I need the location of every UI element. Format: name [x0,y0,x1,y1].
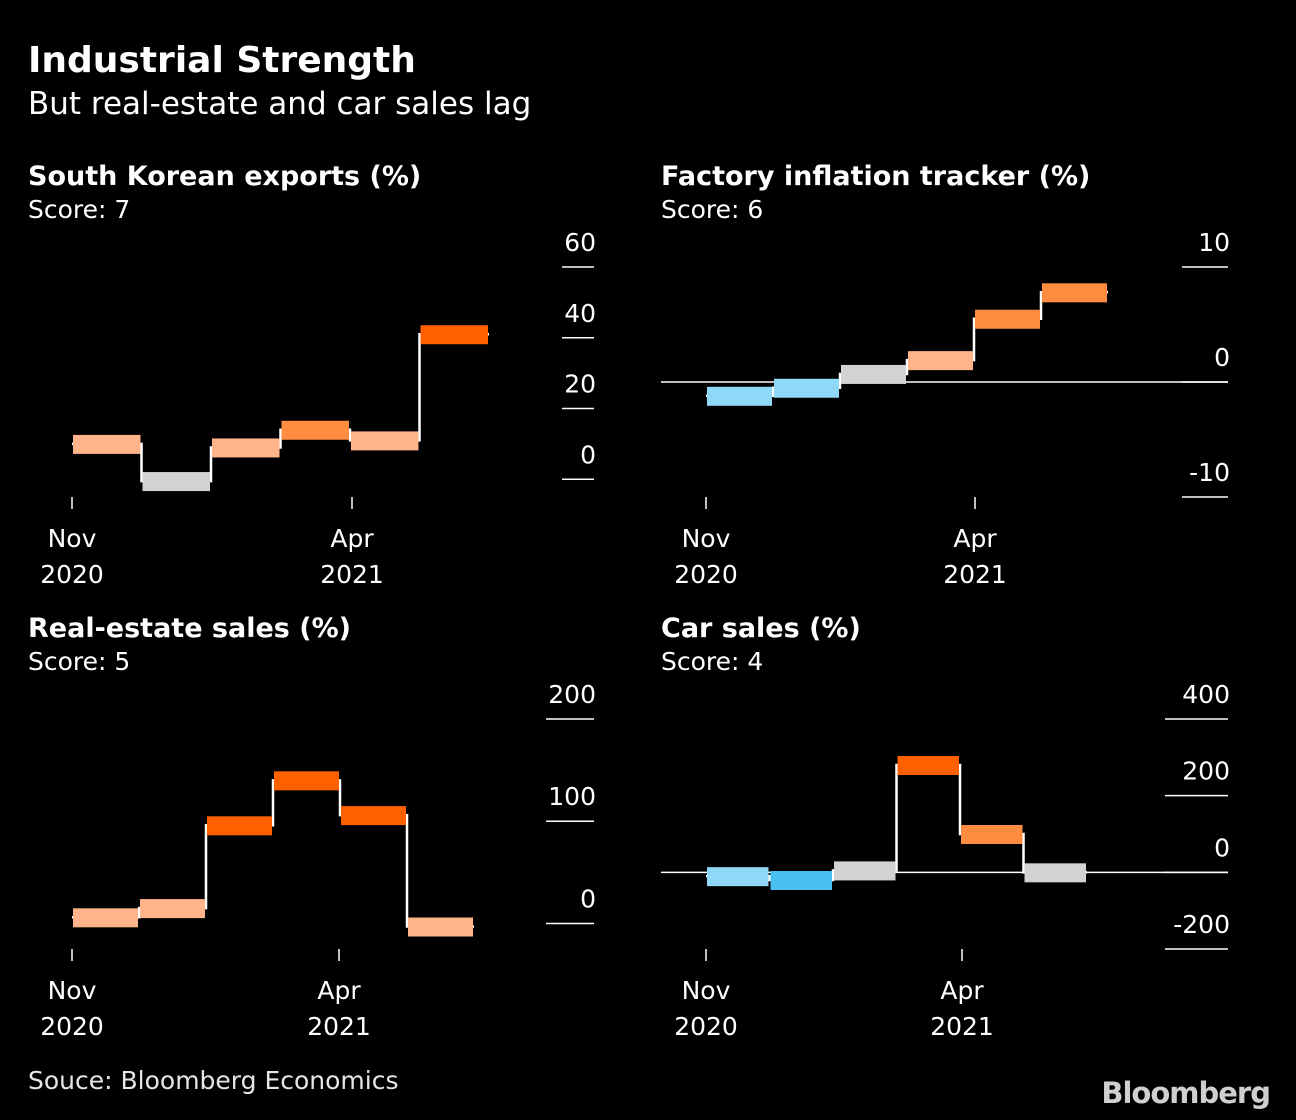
step-bar [274,771,339,791]
step-bar [1024,863,1086,883]
step-bar [897,756,959,775]
x-tick-label-month: Apr [330,524,374,553]
y-tick-label: 200 [1182,757,1230,786]
y-tick-label: -200 [1173,910,1230,939]
x-tick-label-year: 2021 [943,560,1007,589]
step-bar [420,325,488,345]
step-bar [73,434,141,454]
step-bar [73,908,138,928]
x-tick-label-year: 2020 [674,1012,738,1041]
y-tick-label: 0 [580,440,596,469]
chart-title: Factory inflation tracker (%) [661,161,1090,192]
x-tick-label-year: 2021 [320,560,384,589]
chart-score: Score: 6 [661,195,763,224]
step-bar [140,899,205,919]
step-bar [207,816,272,836]
x-tick-label-year: 2020 [40,560,104,589]
chart-title: Real-estate sales (%) [28,613,351,644]
y-tick-label: 0 [1214,833,1230,862]
y-tick-label: -10 [1189,458,1230,487]
y-tick-label: 40 [564,299,596,328]
step-line [72,332,489,483]
step-bar [707,867,769,887]
step-line [706,763,1087,882]
y-tick-label: 0 [580,884,596,913]
x-tick-label-month: Nov [48,524,97,553]
y-tick-label: 60 [564,228,596,257]
y-tick-label: 20 [564,370,596,399]
chart-score: Score: 7 [28,195,130,224]
y-tick-label: 10 [1198,228,1230,257]
step-bar [212,438,280,458]
bloomberg-logo: Bloomberg [1101,1076,1271,1110]
chart-title: Car sales (%) [661,613,861,644]
y-tick-label: 0 [1214,343,1230,372]
x-tick-label-year: 2020 [40,1012,104,1041]
x-tick-label-year: 2020 [674,560,738,589]
step-bar [774,378,839,398]
chart-score: Score: 4 [661,647,763,676]
step-bar [1042,283,1107,303]
x-tick-label-year: 2021 [930,1012,994,1041]
step-bar [770,871,832,890]
x-tick-label-month: Apr [940,976,984,1005]
step-bar [341,806,406,826]
step-bar [707,386,772,406]
step-bar [961,825,1023,844]
step-line [72,779,474,928]
x-tick-label-month: Nov [48,976,97,1005]
x-tick-label-month: Apr [953,524,997,553]
chart-title: South Korean exports (%) [28,161,421,192]
step-line [706,291,1108,398]
step-bar [351,431,419,451]
chart-score: Score: 5 [28,647,130,676]
step-bar [975,309,1040,329]
step-bar [841,364,906,384]
step-bar [281,420,349,440]
step-bar [908,351,973,371]
y-tick-label: 400 [1182,680,1230,709]
x-tick-label-month: Nov [682,524,731,553]
x-tick-label-month: Nov [682,976,731,1005]
step-bar [142,472,210,492]
x-tick-label-year: 2021 [307,1012,371,1041]
y-tick-label: 100 [548,782,596,811]
x-tick-label-month: Apr [317,976,361,1005]
page-subtitle: But real-estate and car sales lag [28,86,532,122]
source-note: Souce: Bloomberg Economics [28,1066,399,1095]
page-title: Industrial Strength [28,40,416,81]
y-tick-label: 200 [548,680,596,709]
step-bar [408,917,473,937]
step-bar [834,861,896,881]
